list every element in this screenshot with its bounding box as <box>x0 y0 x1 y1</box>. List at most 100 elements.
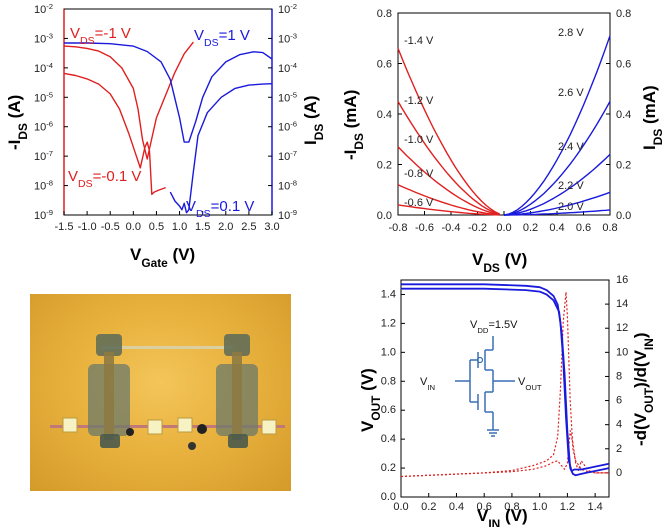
y-right-tick-label: 0.8 <box>616 8 631 20</box>
x-tick-label: 2.0 <box>218 221 233 233</box>
top-interconnect <box>102 346 232 349</box>
x-tick-label: 0.8 <box>504 501 519 513</box>
y-right-tick-label: 0.4 <box>616 109 631 121</box>
y-left-tick-label: 1.0 <box>381 346 396 358</box>
y-right-tick-label: 14 <box>616 298 628 310</box>
transfer-series-line <box>169 83 273 214</box>
vout-label: VOUT <box>518 376 542 392</box>
y-right-tick-label: 16 <box>616 274 628 286</box>
y-left-tick-label: 0.6 <box>381 404 396 416</box>
y-right-tick-label: 2 <box>616 443 622 455</box>
y-left-tick-label: 0.0 <box>381 491 396 503</box>
y-right-tick-label: 10-3 <box>278 31 297 46</box>
p-type-output-curve <box>397 146 500 216</box>
x-tick-label: -0.6 <box>415 222 434 234</box>
inverter-schematic-inset: VDD=1.5V VIN VOUT <box>420 319 542 437</box>
y-left-tick-label: 0.4 <box>381 433 396 445</box>
x-axis-title: VGate (V) <box>130 245 195 270</box>
n-type-output-curve <box>504 209 611 216</box>
micrograph-drawing <box>50 334 285 450</box>
inverter-vtc-panel: 0.0 0.2 0.4 0.6 0.8 1.0 1.2 1.4 0.0 0.2 0.4 0.6 0.8 1… <box>358 274 656 527</box>
x-tick-label: 1.2 <box>560 501 575 513</box>
vtc-series-line <box>401 287 610 477</box>
gate-voltage-label: 2.4 V <box>558 141 584 153</box>
y-right-tick-label: 10 <box>616 346 628 358</box>
y-left-tick-label: 0.6 <box>377 59 392 71</box>
n-type-output-curve <box>503 35 611 216</box>
y-right-tick-label: 10-6 <box>278 119 297 134</box>
x-tick-label: -1.5 <box>55 221 74 233</box>
y-left-axis-title: VOUT (V) <box>358 368 383 432</box>
x-tick-label: -0.8 <box>389 222 408 234</box>
transfer-series-line <box>64 42 273 143</box>
x-tick-label: 0.6 <box>477 501 492 513</box>
debris-spot <box>188 442 196 450</box>
y-right-tick-label: 10-2 <box>278 2 297 17</box>
gate-voltage-label: -1.4 V <box>404 35 434 47</box>
n-type-output-curve <box>503 153 611 216</box>
y-right-tick-label: 10-8 <box>278 178 297 193</box>
vtc-series-line <box>401 283 610 472</box>
y-right-tick-label: 10-9 <box>278 208 297 223</box>
x-tick-label: 0.2 <box>523 222 538 234</box>
y-right-axis-title: -d(VOUT)/d(VIN) <box>631 332 656 446</box>
y-right-tick-label: 0.6 <box>616 59 631 71</box>
p-type-output-curve <box>397 48 500 215</box>
y-right-axis-title: IDS (A) <box>301 95 326 145</box>
y-right-tick-label: 10-7 <box>278 149 297 164</box>
x-tick-label: 0.8 <box>602 222 617 234</box>
y-right-tick-label: 6 <box>616 395 622 407</box>
x-tick-label: 0.4 <box>449 501 464 513</box>
transfer-series-line <box>63 41 194 160</box>
y-right-tick-label: 0 <box>616 467 622 479</box>
vin-label: VIN <box>420 376 435 392</box>
x-axis-title: VIN (V) <box>477 506 528 527</box>
vds-annotation: VDS=-0.1 V <box>68 168 141 190</box>
gate-voltage-label: 2.2 V <box>558 180 584 192</box>
y-left-tick-label: 10-6 <box>34 119 53 134</box>
left-transistor <box>88 334 130 448</box>
y-right-axis-title: IDS (mA) <box>640 85 665 150</box>
transfer-series-line <box>63 72 166 196</box>
y-left-tick-label: 10-5 <box>34 90 53 105</box>
y-right-tick-label: 10-5 <box>278 90 297 105</box>
x-tick-label: -0.2 <box>468 222 487 234</box>
x-tick-label: 0.4 <box>549 222 564 234</box>
gain-series-line <box>400 291 609 478</box>
gate-voltage-label: 2.0 V <box>558 201 584 213</box>
debris-spot <box>126 428 134 436</box>
y-right-tick-label: 0.0 <box>616 210 631 222</box>
y-right-tick-label: 8 <box>616 370 622 382</box>
y-right-tick-label: 4 <box>616 419 622 431</box>
y-left-tick-label: 0.0 <box>377 210 392 222</box>
output-curve-panel: -0.8 -0.6 -0.4 -0.2 0.0 0.2 0.4 0.6 0.80.0 0.00.2… <box>341 8 665 275</box>
y-left-tick-label: 0.2 <box>381 462 396 474</box>
y-left-axis-title: -IDS (A) <box>5 95 30 150</box>
y-left-tick-label: 10-8 <box>34 178 53 193</box>
transfer-curve-panel: -1.5 -1.0 -0.5 0.0 0.5 1.0 1.5 2.0 2.5 3.0 10-2 10-… <box>5 2 326 271</box>
y-left-tick-label: 10-9 <box>34 208 53 223</box>
contact-pads <box>62 417 277 435</box>
y-left-tick-label: 1.2 <box>381 317 396 329</box>
x-tick-label: 0.6 <box>576 222 591 234</box>
p-type-output-curve <box>397 101 500 215</box>
y-right-tick-label: 0.2 <box>616 160 631 172</box>
y-left-tick-label: 0.4 <box>377 109 392 121</box>
y-right-tick-label: 10-4 <box>278 60 298 75</box>
x-tick-label: 0.0 <box>393 501 408 513</box>
x-tick-label: -1.0 <box>78 221 97 233</box>
x-tick-label: -0.4 <box>442 222 461 234</box>
y-left-tick-label: 10-3 <box>34 31 53 46</box>
y-left-tick-label: 10-7 <box>34 149 53 164</box>
bottom-interconnect <box>50 425 285 428</box>
x-tick-label: -0.5 <box>101 221 120 233</box>
gate-voltage-label: -0.6 V <box>404 197 434 209</box>
y-left-tick-label: 10-2 <box>34 2 53 17</box>
gate-voltage-label: -1.0 V <box>404 134 434 146</box>
y-left-tick-label: 0.8 <box>377 8 392 20</box>
n-type-output-curve <box>503 101 611 216</box>
pmos-gate-bubble <box>476 356 484 364</box>
x-axis-title: VDS (V) <box>472 250 527 275</box>
gate-voltage-label: 2.8 V <box>558 27 584 39</box>
